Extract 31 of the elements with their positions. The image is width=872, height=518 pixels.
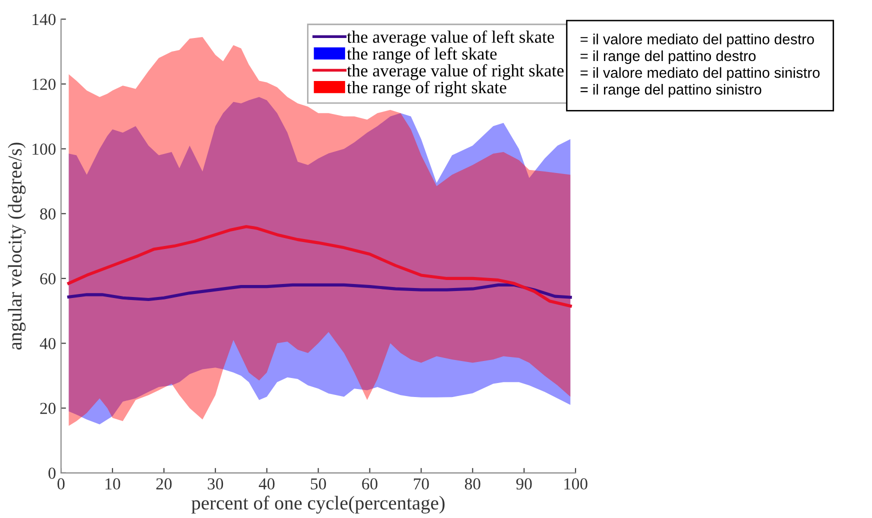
y-tick-label: 100	[32, 144, 56, 155]
line-series	[67, 225, 572, 308]
text: = il valore mediato del pattino sinistro	[580, 67, 820, 81]
text: = il valore mediato del pattino destro	[580, 34, 814, 48]
y-tick-label: 0	[48, 468, 56, 479]
y-tick-label: 20	[40, 402, 56, 414]
x-tick-label: 40	[258, 478, 275, 490]
y-tick-label: 40	[40, 338, 56, 350]
legend-label: the average value of right skate	[347, 64, 564, 80]
legend-label: the range of right skate	[347, 80, 506, 97]
y-tick-label: 120	[32, 78, 56, 90]
x-tick-label: 60	[362, 478, 378, 490]
x-tick-label: 20	[156, 478, 172, 490]
y-axis-title: angular velocity (degree/s)	[8, 142, 26, 350]
x-tick-label: 10	[106, 478, 120, 490]
x-axis-title: percent of one cycle(percentage)	[191, 496, 445, 514]
x-tick-label: 70	[414, 478, 429, 490]
y-tick-label: 140	[32, 14, 56, 26]
legend-label: the average value of left skate	[347, 30, 554, 46]
y-tick-label: 80	[40, 208, 56, 220]
line-series	[67, 283, 572, 302]
x-tick-label: 50	[310, 478, 326, 490]
legend-label: the range of left skate	[347, 47, 497, 64]
y-tick-label: 60	[40, 273, 56, 284]
text: = il range del pattino destro	[580, 50, 756, 64]
text: = il range del pattino sinistro	[580, 84, 762, 98]
x-tick-label: 100	[564, 478, 588, 490]
x-tick-label: 0	[58, 478, 65, 490]
x-tick-label: 90	[516, 478, 532, 490]
x-tick-label: 80	[464, 478, 480, 490]
x-tick-label: 30	[208, 478, 224, 490]
